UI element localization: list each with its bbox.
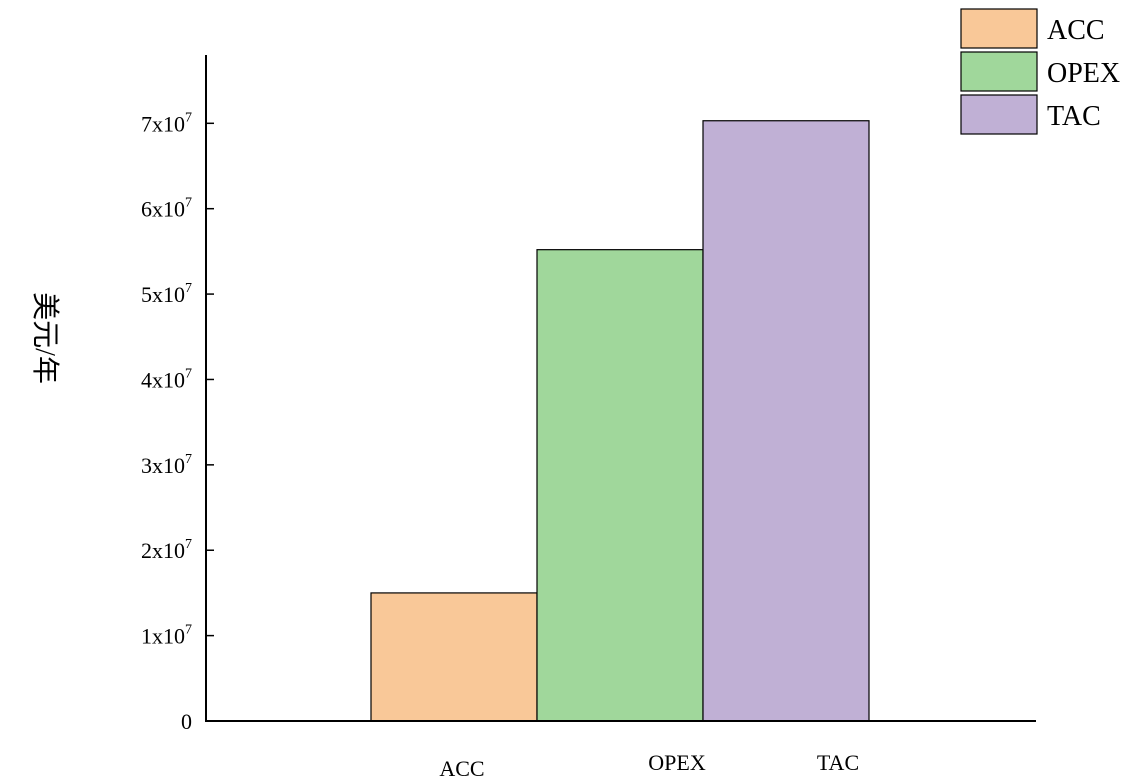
legend-swatch-opex [960,51,1038,92]
y-axis-label-group: 美元/年 [29,292,61,384]
y-ticks: 0 1x107 2x107 3x107 4x107 5x107 6x107 7x107 [141,110,214,734]
x-category-label: ACC [439,756,484,780]
x-category-label: OPEX [648,750,706,775]
legend-label-opex: OPEX [1047,58,1120,89]
legend: ACC OPEX TAC [960,8,1120,135]
bar-acc [370,592,538,722]
y-tick-label: 0 [181,709,192,734]
x-category-label: TAC [817,750,859,775]
legend-label-tac: TAC [1047,101,1101,132]
y-tick-label: 6x107 [141,196,192,222]
legend-swatch-tac [960,94,1038,135]
y-tick-label: 7x107 [141,110,192,136]
bar-opex [536,249,704,722]
bars [370,120,870,722]
y-tick-label: 5x107 [141,281,192,307]
y-tick-label: 1x107 [141,623,192,649]
legend-swatch-acc [960,8,1038,49]
y-tick-label: 2x107 [141,537,192,563]
bar-tac [702,120,870,722]
legend-label-acc: ACC [1047,15,1105,46]
y-axis-label: 美元/年 [29,292,61,384]
y-tick-label: 4x107 [141,366,192,392]
y-tick-label: 3x107 [141,452,192,478]
x-category-labels: ACC OPEX TAC [439,750,859,780]
axes [205,55,1036,722]
